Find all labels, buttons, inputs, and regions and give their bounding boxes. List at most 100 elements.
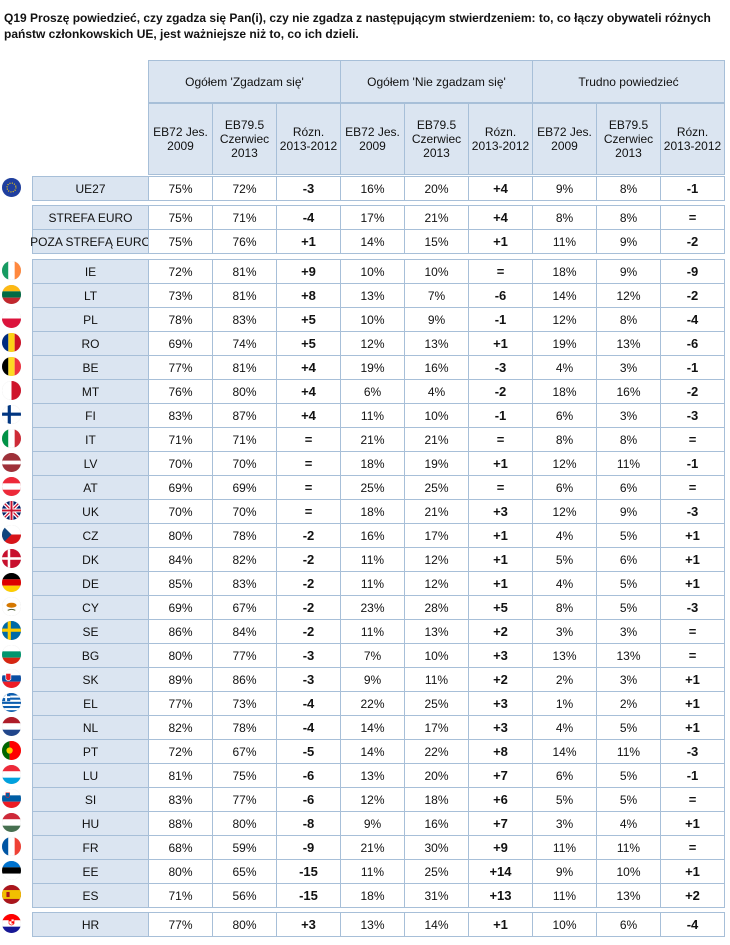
diff-cell: +1 <box>468 331 533 356</box>
value-cell: 6% <box>596 912 661 937</box>
row-label-text: LU <box>82 768 99 783</box>
value-cell: 17% <box>340 205 405 230</box>
diff-cell: -15 <box>276 883 341 908</box>
diff-cell: = <box>276 451 341 476</box>
value-cell: 16% <box>596 379 661 404</box>
value-cell: 78% <box>148 307 213 332</box>
diff-cell: -2 <box>276 571 341 596</box>
value-cell: 85% <box>148 571 213 596</box>
diff-cell: +8 <box>276 283 341 308</box>
value-cell: 13% <box>532 643 597 668</box>
value-cell: 21% <box>340 835 405 860</box>
value-cell: 81% <box>212 283 277 308</box>
value-cell: 82% <box>148 715 213 740</box>
value-cell: 6% <box>532 403 597 428</box>
flag-ro-icon <box>2 333 21 352</box>
row-label-text: HR <box>81 917 100 932</box>
column-header: Rózn. 2013-2012 <box>660 103 725 175</box>
flag-uk-icon <box>2 501 21 520</box>
row-label-text: PT <box>82 744 99 759</box>
flag-sk-icon <box>2 669 21 688</box>
value-cell: 8% <box>532 205 597 230</box>
row-label: FI <box>32 403 149 428</box>
row-label: HR <box>32 912 149 937</box>
row-label: SE <box>32 619 149 644</box>
row-label-text: CZ <box>82 528 99 543</box>
value-cell: 19% <box>340 355 405 380</box>
diff-cell: -1 <box>660 451 725 476</box>
value-cell: 11% <box>340 547 405 572</box>
value-cell: 83% <box>212 571 277 596</box>
value-cell: 3% <box>532 619 597 644</box>
diff-cell: +4 <box>468 176 533 201</box>
row-label-text: UK <box>82 504 99 519</box>
diff-cell: -6 <box>276 763 341 788</box>
value-cell: 9% <box>596 499 661 524</box>
value-cell: 9% <box>340 667 405 692</box>
value-cell: 12% <box>340 331 405 356</box>
row-label: MT <box>32 379 149 404</box>
diff-cell: +4 <box>276 355 341 380</box>
value-cell: 5% <box>596 763 661 788</box>
row-label-text: FR <box>82 840 99 855</box>
value-cell: 6% <box>596 475 661 500</box>
value-cell: 69% <box>212 475 277 500</box>
value-cell: 5% <box>596 787 661 812</box>
diff-cell: -8 <box>276 811 341 836</box>
value-cell: 74% <box>212 331 277 356</box>
value-cell: 59% <box>212 835 277 860</box>
value-cell: 2% <box>596 691 661 716</box>
value-cell: 8% <box>596 427 661 452</box>
group-header: Ogółem 'Nie zgadzam się' <box>340 60 533 103</box>
value-cell: 13% <box>340 763 405 788</box>
value-cell: 13% <box>596 883 661 908</box>
value-cell: 69% <box>148 595 213 620</box>
column-header: EB72 Jes. 2009 <box>340 103 405 175</box>
diff-cell: -3 <box>660 403 725 428</box>
value-cell: 67% <box>212 739 277 764</box>
diff-cell: +1 <box>468 912 533 937</box>
value-cell: 9% <box>404 307 469 332</box>
value-cell: 86% <box>148 619 213 644</box>
row-label-text: IE <box>84 264 97 279</box>
row-label: HU <box>32 811 149 836</box>
diff-cell: +3 <box>468 499 533 524</box>
value-cell: 19% <box>532 331 597 356</box>
row-label-text: SI <box>84 792 97 807</box>
value-cell: 89% <box>148 667 213 692</box>
row-label: IT <box>32 427 149 452</box>
column-header: EB72 Jes. 2009 <box>148 103 213 175</box>
value-cell: 25% <box>404 691 469 716</box>
row-label: DK <box>32 547 149 572</box>
row-label-text: MT <box>81 384 100 399</box>
value-cell: 17% <box>404 715 469 740</box>
value-cell: 18% <box>404 787 469 812</box>
row-label-text: IT <box>85 432 96 447</box>
value-cell: 77% <box>148 912 213 937</box>
value-cell: 14% <box>340 229 405 254</box>
row-label: IE <box>32 259 149 284</box>
value-cell: 25% <box>340 475 405 500</box>
diff-cell: -1 <box>660 176 725 201</box>
value-cell: 5% <box>596 595 661 620</box>
diff-cell: = <box>468 427 533 452</box>
value-cell: 80% <box>148 859 213 884</box>
value-cell: 12% <box>404 547 469 572</box>
row-label-text: HU <box>81 816 100 831</box>
value-cell: 11% <box>596 451 661 476</box>
diff-cell: +5 <box>276 331 341 356</box>
row-label-text: LV <box>83 456 98 471</box>
diff-cell: +1 <box>660 691 725 716</box>
row-label: EE <box>32 859 149 884</box>
row-label-text: ES <box>82 888 99 903</box>
diff-cell: -2 <box>276 595 341 620</box>
value-cell: 75% <box>148 229 213 254</box>
row-label: SK <box>32 667 149 692</box>
diff-cell: -4 <box>276 205 341 230</box>
row-label-text: NL <box>82 720 99 735</box>
row-label-text: STREFA EURO <box>48 210 133 225</box>
value-cell: 83% <box>212 307 277 332</box>
diff-cell: -3 <box>276 667 341 692</box>
flag-mt-icon <box>2 381 21 400</box>
value-cell: 11% <box>532 883 597 908</box>
